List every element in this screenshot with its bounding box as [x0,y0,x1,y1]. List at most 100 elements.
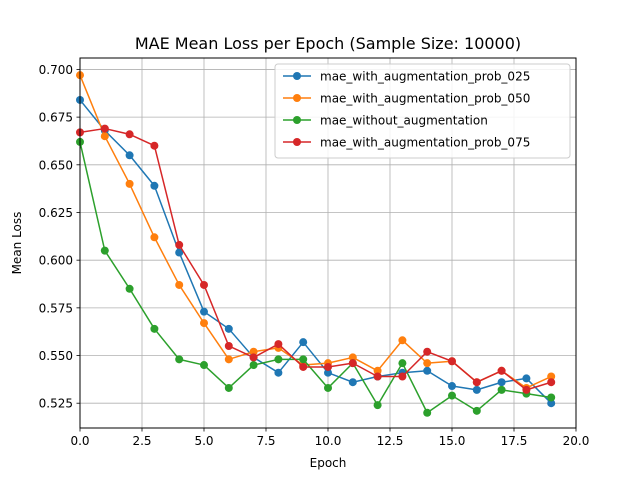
data-point [224,383,233,392]
x-tick-label: 0.0 [70,434,89,448]
chart-title: MAE Mean Loss per Epoch (Sample Size: 10… [135,34,521,53]
x-tick-label: 2.5 [132,434,151,448]
data-point [200,319,208,328]
data-point [373,372,382,381]
x-tick-label: 12.5 [377,434,404,448]
data-point [398,359,407,368]
series-line [79,99,552,404]
data-point [299,362,308,371]
data-point [348,359,357,368]
data-point [547,393,556,402]
data-point [324,362,332,371]
data-point [373,366,382,375]
data-point [348,353,357,362]
legend-item: mae_with_augmentation_prob_025 [283,70,530,84]
series-layer [76,71,556,417]
data-point [150,324,159,333]
y-tick-label: 0.550 [39,349,73,363]
data-point [100,246,109,255]
y-tick-label: 0.525 [39,397,73,411]
data-point [249,347,258,356]
data-point [175,240,184,249]
x-axis: 0.0 2.5 5.0 7.5 10.0 12.5 15.0 17.5 20.0 [70,428,589,448]
data-point [200,361,208,370]
legend-label: mae_without_augmentation [320,114,488,128]
data-point [175,280,184,289]
x-axis-label: Epoch [310,456,347,470]
x-tick-label: 20.0 [563,434,590,448]
legend-label: mae_with_augmentation_prob_025 [320,70,530,84]
data-point [299,338,308,347]
x-tick-label: 10.0 [315,434,342,448]
data-point [472,385,481,394]
data-point [547,378,556,387]
data-point [150,233,159,242]
data-point [274,340,283,349]
data-point [125,130,134,139]
legend-item: mae_with_augmentation_prob_075 [283,136,530,150]
data-point [398,336,407,345]
data-point [448,382,456,391]
data-point [150,141,159,150]
x-tick-label: 7.5 [256,434,275,448]
y-axis: 0.525 0.550 0.575 0.600 0.625 0.650 0.675 0.700 [39,63,80,411]
data-point [224,355,233,364]
y-axis-label: Mean Loss [10,212,24,275]
data-point [423,408,432,417]
data-point [125,179,134,188]
legend-item: mae_with_augmentation_prob_050 [283,92,530,106]
data-point [497,378,506,387]
legend-swatch-marker [293,72,301,80]
data-point [175,355,184,364]
data-point [100,132,109,141]
y-tick-label: 0.625 [39,206,73,220]
x-tick-label: 15.0 [439,434,466,448]
series-line [79,127,552,391]
y-tick-label: 0.575 [39,301,73,315]
data-point [125,151,134,160]
data-point [472,406,481,415]
data-point [497,366,506,375]
data-point [497,385,506,394]
y-tick-label: 0.650 [39,158,73,172]
data-point [175,248,184,257]
legend-swatch-marker [293,138,301,146]
data-point [224,324,233,333]
data-point [398,372,407,381]
data-point [373,401,382,410]
data-point [200,280,208,289]
data-point [249,361,258,370]
legend-label: mae_with_augmentation_prob_075 [320,136,530,150]
legend-swatch-marker [293,116,301,124]
y-tick-label: 0.675 [39,111,73,125]
legend-label: mae_with_augmentation_prob_050 [320,92,530,106]
data-point [423,359,432,368]
data-point [224,341,233,350]
x-tick-label: 5.0 [194,434,213,448]
series-line [79,141,552,414]
data-point [547,399,556,408]
data-point [274,368,283,377]
data-point [423,366,432,375]
data-point [472,378,481,387]
data-point [348,378,357,387]
data-point [423,347,432,356]
data-point [274,355,283,364]
data-point [299,355,308,364]
data-point [324,383,332,392]
data-point [200,307,208,316]
y-tick-label: 0.600 [39,254,73,268]
legend-item: mae_without_augmentation [283,114,488,128]
x-tick-label: 17.5 [501,434,528,448]
y-tick-label: 0.700 [39,63,73,77]
data-point [249,353,258,362]
legend: mae_with_augmentation_prob_025 mae_with_a… [274,63,571,159]
data-point [522,385,531,394]
data-point [324,368,332,377]
data-point [448,391,456,400]
legend-swatch-marker [293,94,301,102]
legend-box [274,63,571,159]
data-point [150,181,159,190]
series-mae_with_augmentation_prob_075 [76,124,556,394]
